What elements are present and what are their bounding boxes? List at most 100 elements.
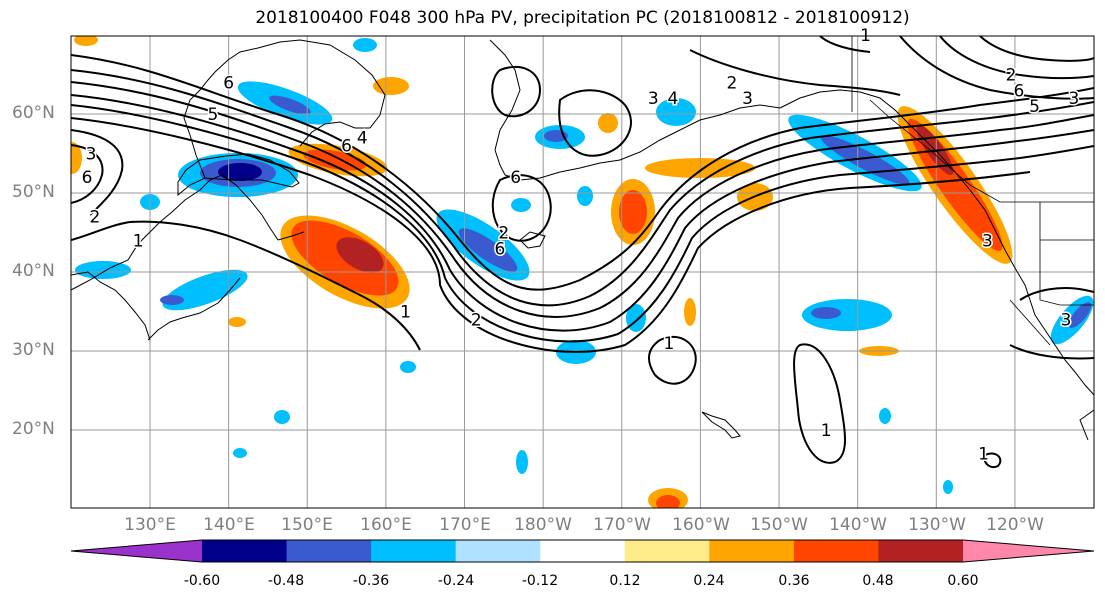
- colorbar-swatch: [371, 540, 457, 562]
- graticule: [71, 36, 1094, 508]
- precip-blob: [879, 408, 891, 424]
- colorbar-swatch: [624, 540, 710, 562]
- contour-label: 5: [207, 105, 218, 125]
- precip-blob: [336, 237, 384, 273]
- colorbar: [70, 539, 1095, 563]
- colorbar-swatch: [540, 540, 626, 562]
- precip-blob: [274, 410, 290, 424]
- contour-label: 5: [1029, 97, 1040, 117]
- colorbar-label: 0.60: [947, 573, 979, 589]
- contour-label: 2: [471, 310, 482, 330]
- contour-label: 1: [664, 334, 675, 354]
- lon-label-140e: 140°E: [203, 515, 255, 535]
- lon-label-180w: 180°W: [514, 515, 572, 535]
- contour-label: 2: [498, 224, 509, 244]
- lat-label-40n: 40°N: [12, 261, 55, 281]
- precip-blob: [516, 450, 528, 474]
- contour-label: 3: [86, 145, 97, 165]
- contour-label: 6: [82, 168, 93, 188]
- precip-blob: [656, 495, 680, 508]
- contour-label: 2: [1006, 66, 1017, 86]
- precip-blob: [233, 448, 247, 458]
- contour-label: 1: [821, 421, 832, 441]
- figure-title: 2018100400 F048 300 hPa PV, precipitatio…: [255, 8, 910, 28]
- precip-blob: [511, 198, 531, 212]
- colorbar-swatch: [878, 540, 964, 562]
- precip-blob: [802, 299, 892, 331]
- lat-label-50n: 50°N: [12, 182, 55, 202]
- precip-blob: [75, 261, 131, 279]
- lon-label-170e: 170°E: [439, 515, 491, 535]
- lon-label-120w: 120°W: [986, 515, 1044, 535]
- precip-blob: [619, 190, 647, 234]
- colorbar-extend-max: [963, 540, 1094, 562]
- colorbar-swatch: [455, 540, 541, 562]
- precip-blob: [71, 142, 82, 174]
- colorbar-extend-min: [71, 540, 202, 562]
- pv-contours: [71, 36, 1094, 468]
- colorbar-label: -0.36: [352, 573, 390, 589]
- contour-label: 6: [341, 137, 352, 157]
- contour-label: 3: [1068, 89, 1079, 109]
- precip-blob: [458, 228, 518, 272]
- colorbar-swatch: [202, 540, 288, 562]
- precip-blob: [1068, 302, 1092, 328]
- lat-label-60n: 60°N: [12, 103, 55, 123]
- colorbar-label: 0.48: [862, 573, 894, 589]
- lon-label-170w: 170°W: [593, 515, 651, 535]
- contour-label: 1: [133, 231, 144, 251]
- precip-blob: [656, 98, 696, 126]
- colorbar-label: -0.12: [521, 573, 559, 589]
- precip-blob: [811, 307, 841, 319]
- contour-label: 1: [978, 445, 989, 465]
- precip-blob: [269, 95, 311, 115]
- lon-label-130w: 130°W: [908, 515, 966, 535]
- lon-label-130e: 130°E: [124, 515, 176, 535]
- colorbar-label: 0.24: [693, 573, 725, 589]
- precip-blob: [598, 113, 618, 133]
- colorbar-swatch: [709, 540, 795, 562]
- lon-label-140w: 140°W: [829, 515, 887, 535]
- lon-label-150e: 150°E: [281, 515, 333, 535]
- lat-label-20n: 20°N: [12, 419, 55, 439]
- colorbar-swatch: [286, 540, 372, 562]
- contour-label: 4: [357, 129, 368, 149]
- contour-label: 3: [742, 89, 753, 109]
- precip-blob: [400, 361, 416, 373]
- precip-blob: [373, 77, 409, 95]
- precip-blob: [74, 36, 98, 46]
- contour-label: 6: [510, 168, 521, 188]
- contour-label: 3: [648, 89, 659, 109]
- lon-label-160e: 160°E: [360, 515, 412, 535]
- precip-blob: [943, 480, 953, 494]
- contour-label: 6: [223, 73, 234, 93]
- contour-label: 6: [1013, 81, 1024, 101]
- contour-label: 2: [726, 73, 737, 93]
- colorbar-label: -0.24: [437, 573, 475, 589]
- precip-blob: [684, 298, 696, 326]
- colorbar-label: -0.60: [183, 573, 221, 589]
- precip-blob: [228, 317, 246, 327]
- contour-label: 6: [494, 239, 505, 259]
- borders: [851, 36, 1094, 346]
- precip-blob: [218, 163, 262, 181]
- contour-label: 1: [400, 303, 411, 323]
- colorbar-label: 0.36: [778, 573, 810, 589]
- contour-label: 3: [982, 231, 993, 251]
- precip-blob: [353, 38, 377, 52]
- precip-blob: [160, 295, 184, 305]
- coastlines: [71, 39, 1094, 441]
- lon-label-160w: 160°W: [672, 515, 730, 535]
- lat-label-30n: 30°N: [12, 340, 55, 360]
- precipitation-shading: [71, 36, 1094, 508]
- colorbar-outline: [70, 539, 1095, 563]
- contour-label: 2: [90, 208, 101, 228]
- contour-label: 4: [667, 89, 678, 109]
- precip-blob: [577, 186, 593, 206]
- map-frame: [70, 35, 1095, 509]
- colorbar-label: -0.48: [267, 573, 305, 589]
- contour-label: 3: [1061, 310, 1072, 330]
- colorbar-swatch: [793, 540, 879, 562]
